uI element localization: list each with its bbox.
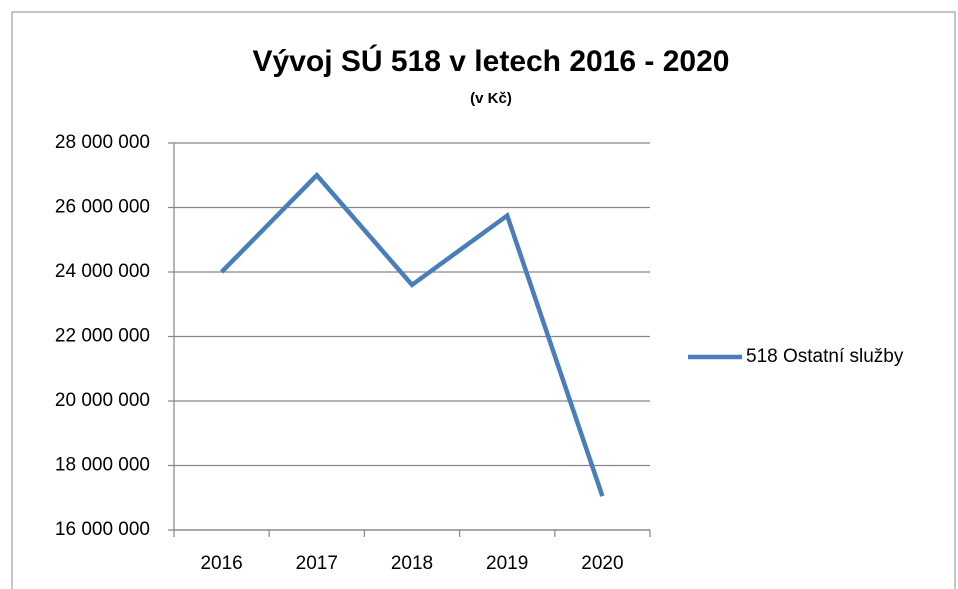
y-tick-label: 26 000 000: [55, 197, 150, 218]
x-tick-label: 2018: [391, 553, 433, 574]
x-tick-label: 2020: [581, 553, 623, 574]
x-tick-label: 2017: [296, 553, 338, 574]
chart-border: [11, 11, 956, 589]
line-series: [219, 171, 605, 497]
chart-title: Vývoj SÚ 518 v letech 2016 - 2020: [253, 44, 730, 78]
x-tick-label: 2019: [486, 553, 528, 574]
x-tick-label: 2016: [200, 553, 242, 574]
chart-subtitle: (v Kč): [470, 90, 512, 107]
y-tick-label: 20 000 000: [55, 390, 150, 411]
y-tick-label: 18 000 000: [55, 455, 150, 476]
y-tick-label: 16 000 000: [55, 519, 150, 540]
y-tick-label: 22 000 000: [55, 326, 150, 347]
y-tick-label: 24 000 000: [55, 261, 150, 282]
legend-label: 518 Ostatní služby: [746, 346, 904, 367]
y-tick-label: 28 000 000: [55, 132, 150, 153]
